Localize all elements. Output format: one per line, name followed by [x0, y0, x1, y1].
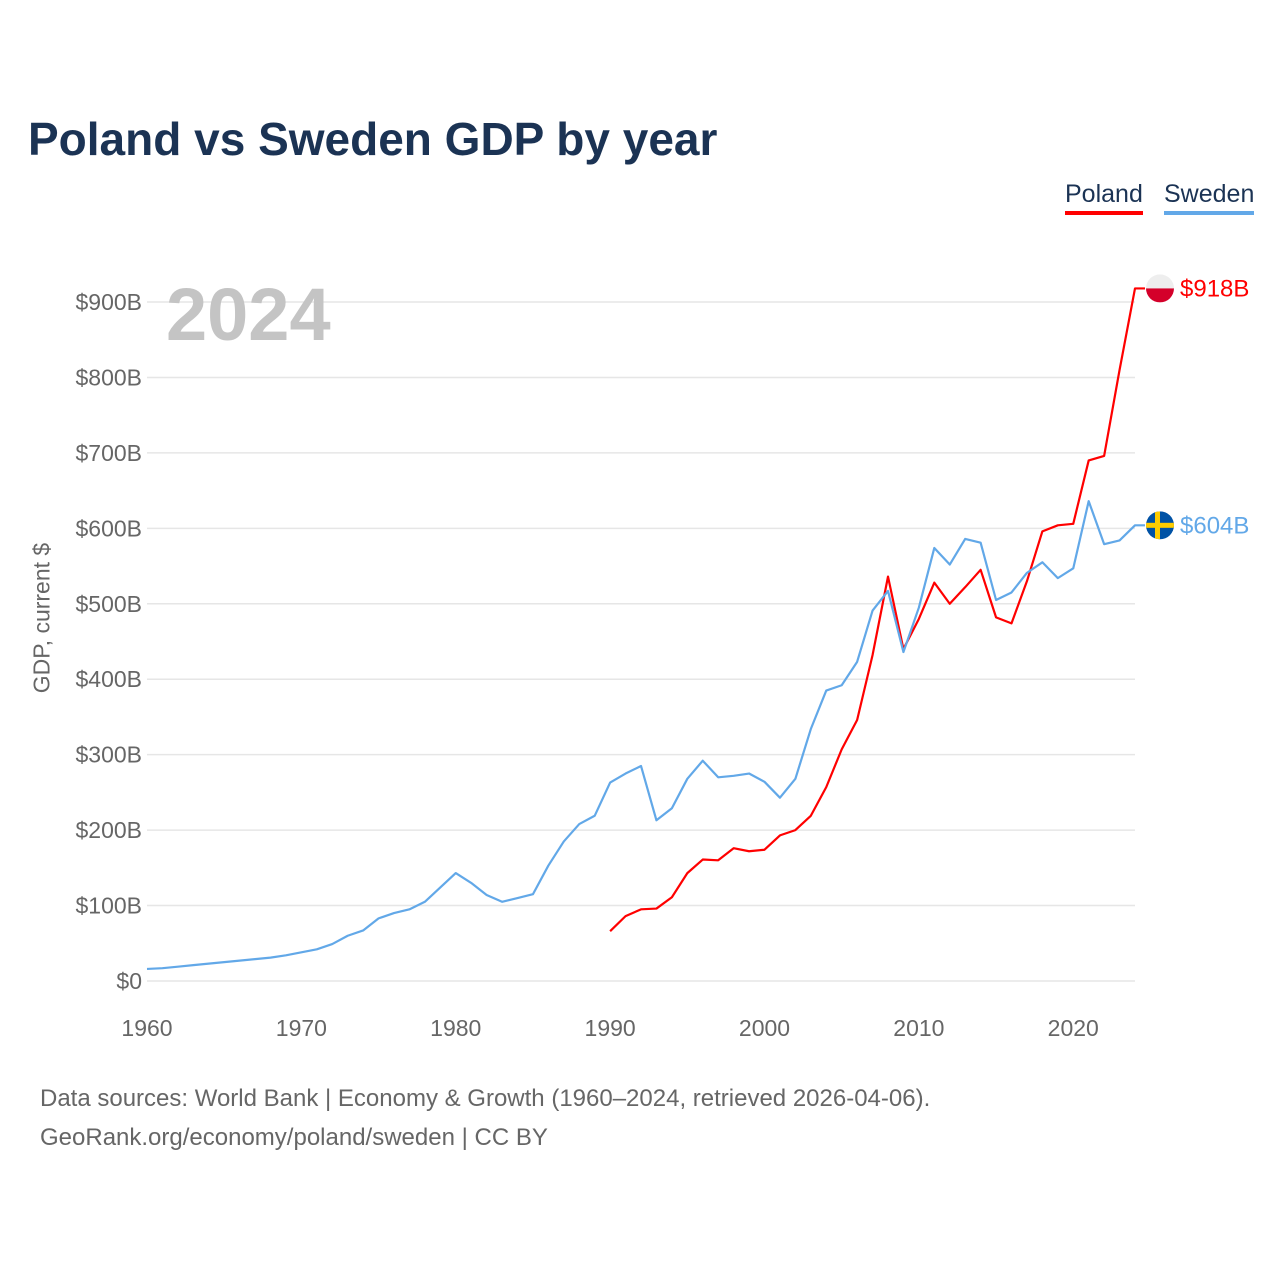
- y-tick-label: $800B: [75, 364, 142, 390]
- end-value-label-sweden: $604B: [1180, 512, 1249, 539]
- flag-red: [1146, 288, 1174, 303]
- data-sources: Data sources: World Bank | Economy & Gro…: [40, 1085, 931, 1112]
- y-tick-label: $0: [116, 968, 142, 994]
- credit-link[interactable]: GeoRank.org/economy/poland/sweden | CC B…: [40, 1124, 548, 1151]
- x-tick-label: 2020: [1048, 1015, 1099, 1041]
- end-value-label-poland: $918B: [1180, 275, 1249, 302]
- current-year-label: 2024: [166, 273, 331, 356]
- legend-sweden[interactable]: Sweden: [1164, 180, 1255, 215]
- legend-poland[interactable]: Poland: [1065, 180, 1143, 215]
- y-tick-label: $200B: [75, 817, 142, 843]
- sweden-flag-icon: [1146, 511, 1174, 540]
- y-axis-label: GDP, current $: [28, 542, 55, 694]
- series-line-poland: [609, 287, 1145, 932]
- x-tick-label: 1980: [430, 1015, 481, 1041]
- flag-white: [1146, 274, 1174, 289]
- x-tick-label: 1960: [121, 1015, 172, 1041]
- flag-cross-v: [1155, 511, 1160, 540]
- y-tick-label: $400B: [75, 666, 142, 692]
- x-tick-label: 2010: [893, 1015, 944, 1041]
- x-tick-label: 1990: [585, 1015, 636, 1041]
- flag-body: [1146, 511, 1174, 540]
- y-tick-label: $700B: [75, 440, 142, 466]
- poland-flag-icon: [1146, 274, 1174, 303]
- flag-body: [1146, 274, 1174, 303]
- y-tick-label: $300B: [75, 742, 142, 768]
- x-tick-label: 2000: [739, 1015, 790, 1041]
- y-tick-label: $900B: [75, 289, 142, 315]
- chart-title: Poland vs Sweden GDP by year: [28, 113, 718, 165]
- series-line-sweden: [146, 500, 1145, 971]
- y-tick-label: $100B: [75, 893, 142, 919]
- y-tick-label: $500B: [75, 591, 142, 617]
- x-tick-label: 1970: [276, 1015, 327, 1041]
- y-tick-label: $600B: [75, 515, 142, 541]
